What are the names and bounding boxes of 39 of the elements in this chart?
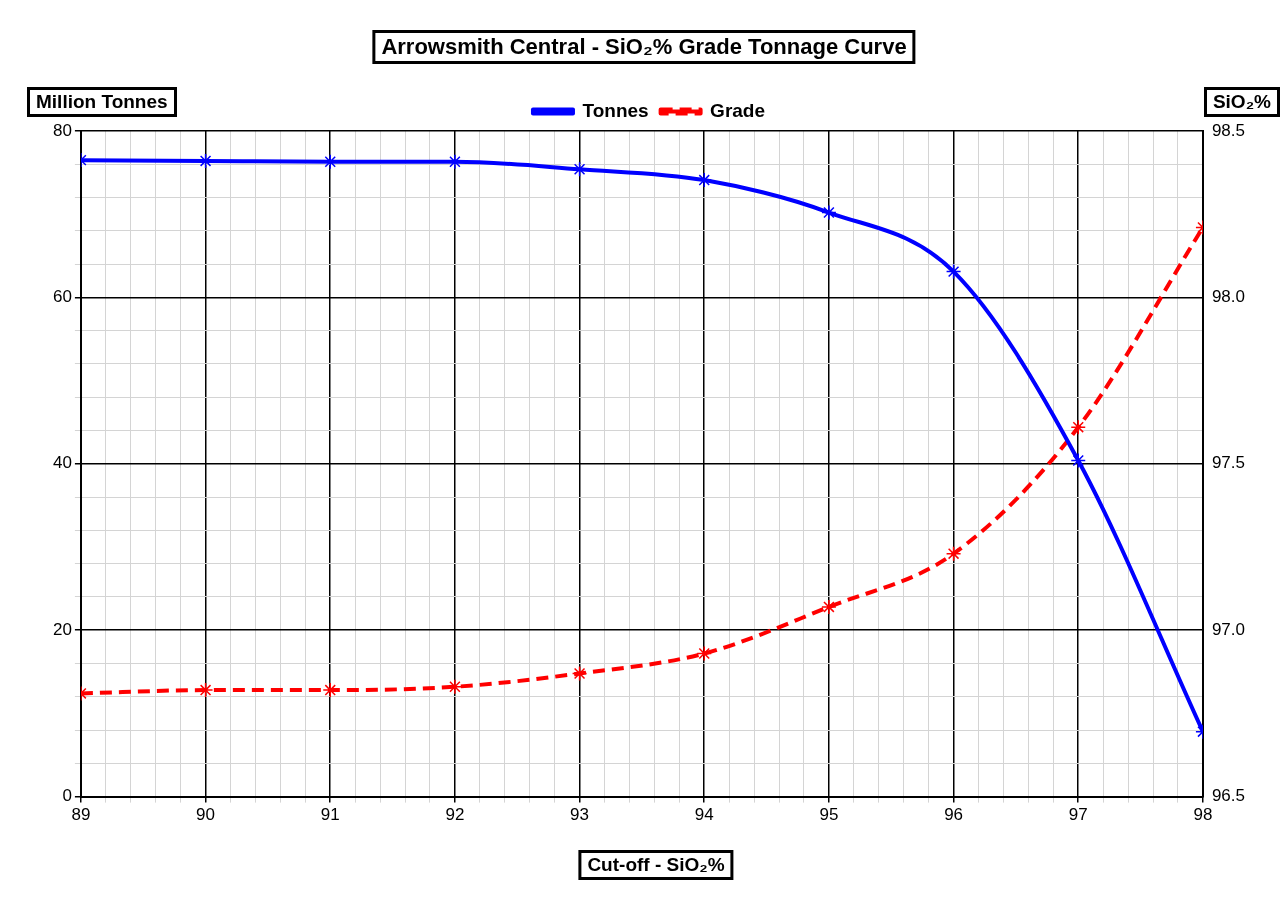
y2-tick-label: 97.5	[1211, 453, 1246, 473]
y-tick-label: 0	[62, 786, 72, 806]
x-tick-label: 94	[694, 805, 714, 825]
y2-tick-label: 96.5	[1211, 786, 1246, 806]
legend-label: Tonnes	[582, 99, 649, 121]
chart-title: Arrowsmith Central - SiO₂% Grade Tonnage Curve	[372, 30, 916, 64]
point	[696, 172, 712, 188]
x-tick-label: 98	[1193, 805, 1213, 825]
point	[571, 665, 588, 682]
y-axis-title: Million Tonnes	[27, 87, 177, 117]
y-tick-label: 40	[52, 453, 72, 473]
x-tick-label: 93	[570, 805, 590, 825]
point	[322, 682, 338, 698]
y-tick-label: 60	[52, 287, 72, 307]
y2-tick-label: 98.0	[1211, 287, 1246, 307]
point	[945, 545, 962, 562]
legend-label: Grade	[710, 99, 766, 121]
y2-tick-label: 98.5	[1211, 120, 1246, 140]
y2-tick-label: 97.0	[1211, 619, 1246, 639]
y-tick-label: 20	[52, 619, 72, 639]
point	[322, 154, 338, 170]
x-tick-label: 91	[320, 805, 340, 825]
x-tick-label: 96	[944, 805, 964, 825]
point	[821, 204, 837, 221]
point	[945, 263, 962, 280]
point	[447, 679, 463, 695]
x-tick-label: 97	[1068, 805, 1088, 825]
point	[447, 154, 463, 170]
x-tick-label: 92	[445, 805, 465, 825]
point	[821, 599, 837, 615]
x-tick-label: 89	[71, 805, 91, 825]
x-axis-title: Cut-off - SiO₂%	[578, 850, 734, 880]
y2-axis-title: SiO₂%	[1203, 87, 1280, 117]
x-tick-label: 95	[819, 805, 839, 825]
y-tick-label: 80	[52, 120, 72, 140]
point	[1070, 419, 1086, 435]
point	[696, 645, 712, 662]
x-tick-label: 90	[196, 805, 216, 825]
point	[1070, 452, 1086, 469]
